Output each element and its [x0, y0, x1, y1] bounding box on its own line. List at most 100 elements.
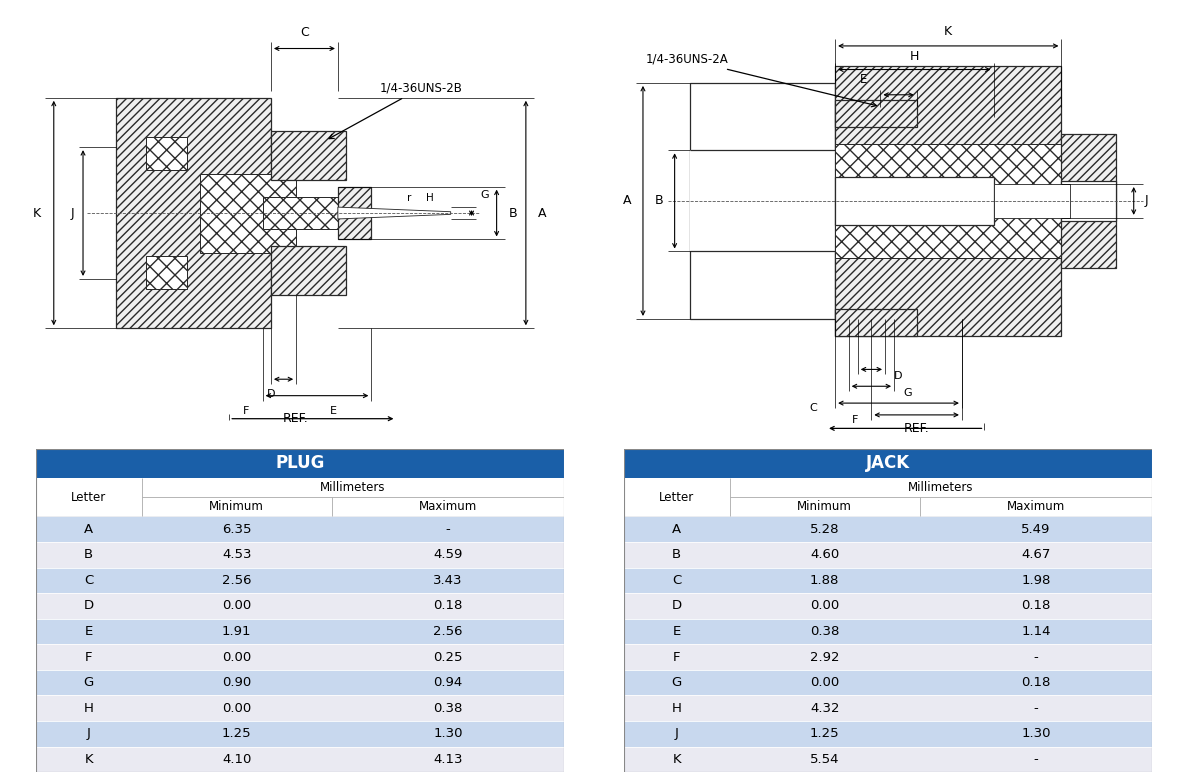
- Text: 0.00: 0.00: [222, 600, 251, 612]
- Bar: [271, 246, 347, 296]
- Text: 3.43: 3.43: [433, 574, 462, 587]
- Text: 0.18: 0.18: [1021, 600, 1050, 612]
- Bar: [36, 568, 564, 594]
- Bar: [145, 256, 187, 289]
- Bar: [690, 83, 835, 319]
- Text: 1.30: 1.30: [433, 727, 462, 740]
- Text: A: A: [623, 194, 631, 207]
- Text: 1/4-36UNS-2B: 1/4-36UNS-2B: [329, 81, 462, 139]
- Text: Millimeters: Millimeters: [908, 480, 973, 494]
- Text: 4.13: 4.13: [433, 753, 462, 766]
- Text: A: A: [672, 523, 682, 536]
- Text: D: D: [672, 600, 682, 612]
- Bar: [1061, 133, 1116, 268]
- Text: 0.00: 0.00: [810, 676, 839, 690]
- Text: A: A: [84, 523, 94, 536]
- Text: 0.00: 0.00: [222, 651, 251, 664]
- Text: -: -: [1033, 651, 1038, 664]
- Text: 5.54: 5.54: [810, 753, 839, 766]
- Text: r: r: [407, 193, 412, 203]
- Text: 6.35: 6.35: [222, 523, 251, 536]
- Bar: [271, 246, 347, 296]
- Bar: [116, 98, 271, 328]
- Text: B: B: [655, 194, 664, 207]
- Text: K: K: [944, 24, 953, 37]
- Text: C: C: [809, 403, 817, 413]
- Text: 4.53: 4.53: [222, 548, 251, 562]
- Text: D: D: [84, 600, 94, 612]
- Bar: [116, 98, 271, 328]
- Text: 1.91: 1.91: [222, 625, 251, 638]
- Bar: [835, 144, 1061, 258]
- Bar: [690, 151, 835, 251]
- Bar: [200, 174, 296, 253]
- Bar: [624, 644, 1152, 670]
- Text: B: B: [672, 548, 682, 562]
- Text: B: B: [84, 548, 94, 562]
- Bar: [1061, 133, 1116, 268]
- Bar: [835, 66, 1061, 335]
- Bar: [994, 184, 1070, 218]
- Bar: [338, 186, 371, 239]
- Bar: [36, 542, 564, 568]
- Text: F: F: [242, 406, 250, 416]
- Text: K: K: [34, 207, 41, 219]
- Text: G: G: [672, 676, 682, 690]
- Bar: [690, 83, 835, 319]
- Text: -: -: [445, 523, 450, 536]
- Text: Maximum: Maximum: [1007, 500, 1064, 513]
- Text: D: D: [894, 371, 902, 381]
- Text: Letter: Letter: [71, 491, 107, 504]
- Text: 1.88: 1.88: [810, 574, 839, 587]
- Text: 0.94: 0.94: [433, 676, 462, 690]
- Text: REF.: REF.: [904, 422, 930, 435]
- Text: 1.98: 1.98: [1021, 574, 1050, 587]
- Bar: [36, 619, 564, 644]
- Bar: [271, 131, 347, 180]
- Bar: [624, 721, 1152, 746]
- Bar: [36, 670, 564, 696]
- Bar: [145, 256, 187, 289]
- Text: H: H: [672, 702, 682, 714]
- Bar: [835, 309, 917, 335]
- Bar: [624, 746, 1152, 772]
- Text: H: H: [910, 50, 919, 62]
- Text: 0.38: 0.38: [810, 625, 839, 638]
- Text: C: C: [300, 26, 308, 39]
- Text: 4.32: 4.32: [810, 702, 839, 714]
- Bar: [36, 448, 564, 477]
- Text: 0.00: 0.00: [222, 702, 251, 714]
- Text: J: J: [86, 727, 91, 740]
- Bar: [624, 670, 1152, 696]
- Bar: [263, 197, 338, 229]
- Text: -: -: [1033, 702, 1038, 714]
- Bar: [624, 477, 1152, 497]
- Bar: [263, 197, 338, 229]
- Text: C: C: [84, 574, 94, 587]
- Bar: [36, 746, 564, 772]
- Bar: [36, 721, 564, 746]
- Text: 0.00: 0.00: [810, 600, 839, 612]
- Text: Maximum: Maximum: [419, 500, 476, 513]
- Bar: [835, 100, 917, 127]
- Bar: [338, 186, 371, 239]
- Text: Minimum: Minimum: [209, 500, 264, 513]
- Text: E: E: [859, 73, 866, 87]
- Text: A: A: [539, 207, 547, 219]
- Text: G: G: [480, 190, 488, 200]
- Bar: [624, 497, 1152, 516]
- Text: -: -: [1033, 753, 1038, 766]
- Text: 1/4-36UNS-2A: 1/4-36UNS-2A: [646, 53, 876, 107]
- Polygon shape: [338, 207, 451, 219]
- Text: Millimeters: Millimeters: [320, 480, 385, 494]
- Bar: [624, 448, 1152, 477]
- Bar: [624, 619, 1152, 644]
- Text: 1.25: 1.25: [810, 727, 840, 740]
- Text: E: E: [85, 625, 92, 638]
- Text: K: K: [672, 753, 682, 766]
- Bar: [36, 644, 564, 670]
- Text: 0.18: 0.18: [433, 600, 462, 612]
- Text: G: G: [904, 388, 912, 398]
- Text: Letter: Letter: [659, 491, 695, 504]
- Bar: [624, 448, 1152, 516]
